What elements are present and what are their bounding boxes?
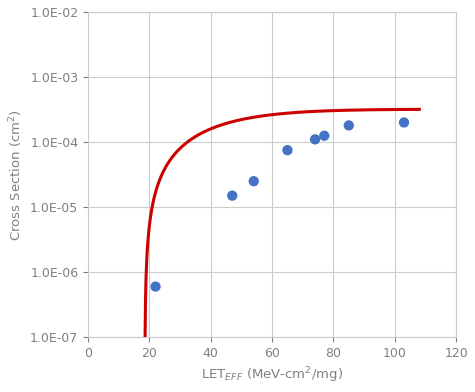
Point bbox=[345, 122, 352, 129]
Point bbox=[400, 119, 408, 125]
Point bbox=[284, 147, 291, 153]
X-axis label: LET$_{EFF}$ (MeV-cm$^2$/mg): LET$_{EFF}$ (MeV-cm$^2$/mg) bbox=[201, 365, 343, 385]
Point bbox=[152, 283, 159, 290]
Point bbox=[311, 136, 319, 142]
Y-axis label: Cross Section (cm$^2$): Cross Section (cm$^2$) bbox=[7, 109, 25, 241]
Point bbox=[228, 192, 236, 199]
Point bbox=[321, 132, 328, 139]
Point bbox=[250, 178, 257, 184]
